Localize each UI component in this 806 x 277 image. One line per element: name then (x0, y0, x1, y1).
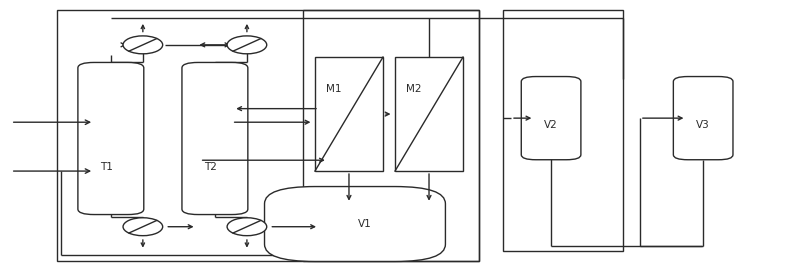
Text: V3: V3 (696, 120, 710, 130)
FancyBboxPatch shape (673, 76, 733, 160)
FancyBboxPatch shape (521, 76, 581, 160)
Bar (315, 57, 383, 171)
Text: T2: T2 (205, 162, 218, 172)
Bar (303, 10, 479, 261)
FancyBboxPatch shape (78, 62, 143, 215)
Ellipse shape (227, 218, 267, 236)
Text: V2: V2 (544, 120, 558, 130)
Ellipse shape (227, 36, 267, 54)
Text: T1: T1 (101, 162, 114, 172)
Bar (503, 10, 623, 251)
FancyBboxPatch shape (264, 186, 446, 261)
Text: M2: M2 (406, 84, 422, 94)
Ellipse shape (123, 36, 163, 54)
Bar (57, 10, 479, 261)
Text: M1: M1 (326, 84, 342, 94)
Ellipse shape (123, 218, 163, 236)
FancyBboxPatch shape (182, 62, 247, 215)
Text: V1: V1 (358, 219, 372, 229)
Bar (395, 57, 463, 171)
